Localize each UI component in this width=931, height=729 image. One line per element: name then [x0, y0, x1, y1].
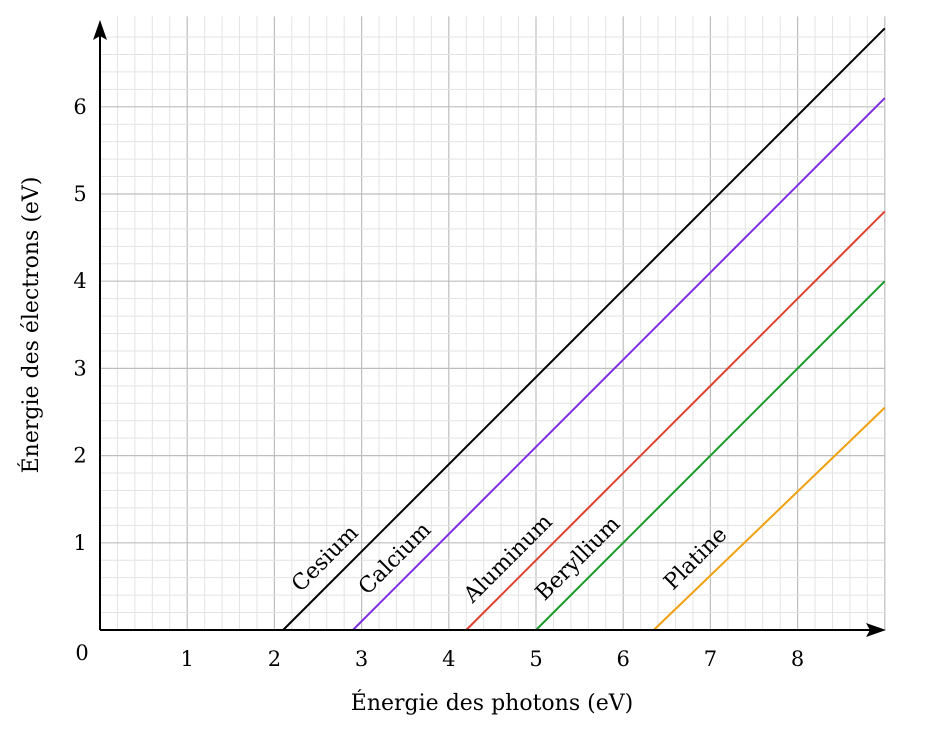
series-line-platine	[653, 406, 886, 631]
x-tick-label: 3	[355, 647, 368, 671]
x-axis-label: Énergie des photons (eV)	[351, 689, 633, 716]
series-line-cesium	[282, 27, 886, 631]
origin-label: 0	[75, 641, 88, 665]
y-tick-label: 3	[73, 356, 86, 380]
x-axis-arrow-icon	[866, 623, 886, 637]
y-tick-label: 6	[73, 95, 86, 119]
axes	[93, 20, 886, 637]
y-tick-label: 5	[73, 182, 86, 206]
x-tick-label: 7	[704, 647, 717, 671]
x-tick-label: 2	[268, 647, 281, 671]
x-tick-label: 5	[529, 647, 542, 671]
series-line-calcium	[352, 97, 886, 631]
y-tick-label: 1	[73, 531, 86, 555]
y-axis-arrow-icon	[93, 20, 107, 40]
grid	[100, 16, 886, 630]
y-tick-label: 4	[73, 269, 86, 293]
series-lines	[282, 27, 886, 631]
series-label-cesium: Cesium	[287, 520, 364, 597]
series-line-beryllium	[535, 280, 886, 631]
x-tick-label: 4	[442, 647, 455, 671]
x-tick-label: 1	[181, 647, 194, 671]
tick-labels: 1 2 3 4 5 6 7 8 1 2 3 4 5 6	[73, 95, 804, 671]
series-label-platine: Platine	[659, 522, 732, 595]
x-tick-label: 6	[617, 647, 630, 671]
y-tick-label: 2	[73, 444, 86, 468]
x-tick-label: 8	[791, 647, 804, 671]
series-line-aluminum	[465, 210, 886, 631]
y-axis-label: Énergie des électrons (eV)	[17, 177, 44, 474]
